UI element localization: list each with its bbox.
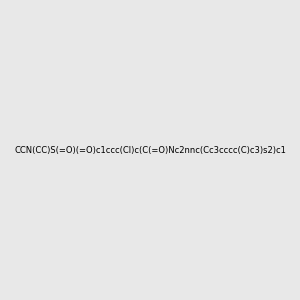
Text: CCN(CC)S(=O)(=O)c1ccc(Cl)c(C(=O)Nc2nnc(Cc3cccc(C)c3)s2)c1: CCN(CC)S(=O)(=O)c1ccc(Cl)c(C(=O)Nc2nnc(C… <box>14 146 286 154</box>
